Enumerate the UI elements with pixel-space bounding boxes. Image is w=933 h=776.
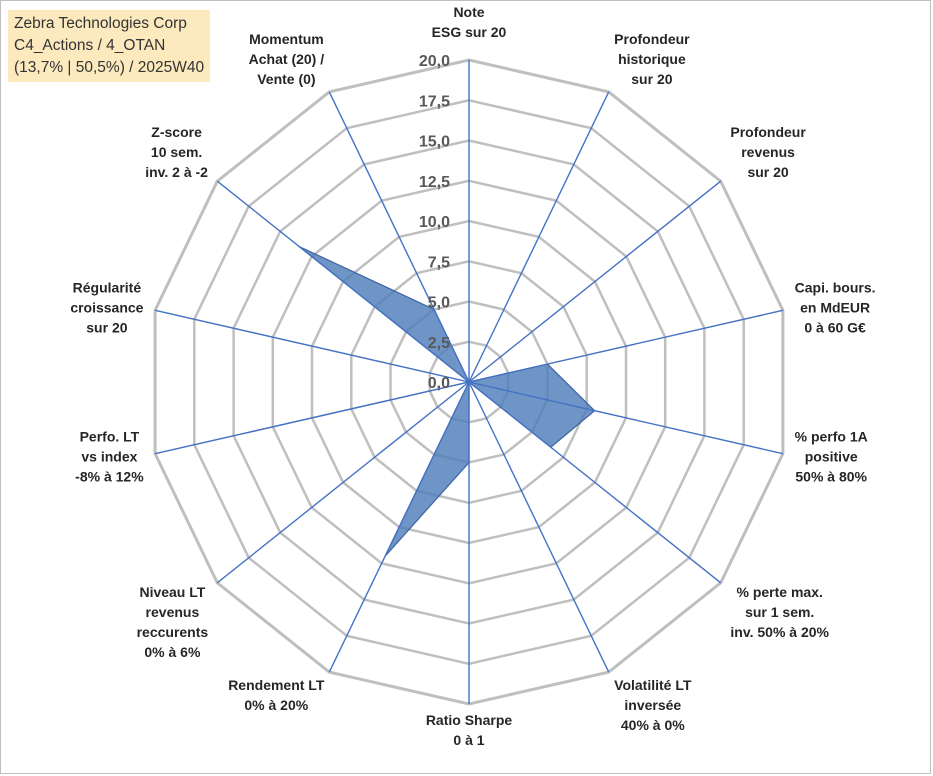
axis-label-line: 40% à 0% — [621, 717, 685, 733]
axis-label-line: -8% à 12% — [75, 468, 144, 484]
axis-label-line: ESG sur 20 — [432, 24, 507, 40]
axis-labels: Note ESG sur 20 Profondeur historique sur 20… — [70, 4, 875, 748]
axis-label-line: % perfo 1A — [795, 428, 868, 444]
axis-spoke — [468, 180, 722, 383]
axis-label-line: % perte max. — [737, 584, 823, 600]
axis-label-line: Rendement LT — [228, 677, 325, 693]
axis-spoke — [216, 180, 470, 383]
chart-title-box: Zebra Technologies Corp C4_Actions / 4_O… — [8, 10, 211, 82]
axis-label: Perfo. LT vs index -8% à 12% — [75, 428, 144, 484]
axis-spoke — [154, 381, 470, 455]
axis-label-line: 0% à 20% — [244, 697, 308, 713]
axis-label: Volatilité LT inversée 40% à 0% — [614, 677, 692, 733]
axis-spoke — [154, 309, 470, 383]
axis-label: Capi. bours. en MdEUR 0 à 60 G€ — [795, 280, 876, 336]
axis-spoke — [216, 381, 470, 584]
chart-title: Zebra Technologies Corp — [14, 15, 187, 32]
axis-label-line: sur 1 sem. — [745, 604, 814, 620]
axis-label-line: sur 20 — [86, 320, 127, 336]
axis-label-line: Momentum — [249, 31, 324, 47]
axis-label-line: Volatilité LT — [614, 677, 692, 693]
axis-spoke — [328, 91, 470, 383]
series-layer — [249, 245, 596, 557]
tick-label: 2,5 — [428, 335, 450, 352]
axis-label-line: Perfo. LT — [80, 428, 140, 444]
axis-label: Ratio Sharpe 0 à 1 — [426, 712, 513, 748]
axis-spoke — [328, 381, 470, 673]
axis-label-line: en MdEUR — [800, 300, 870, 316]
axis-spoke — [468, 381, 610, 673]
tick-labels: 0,0 2,5 5,0 7,5 10,0 12,5 15,0 17,5 20,0 — [419, 53, 450, 392]
axis-label: % perte max. sur 1 sem. inv. 50% à 20% — [730, 584, 829, 640]
axis-spoke — [468, 381, 722, 584]
axis-label-line: Capi. bours. — [795, 280, 876, 296]
axis-label-line: inversée — [624, 697, 681, 713]
axis-label-line: Vente (0) — [257, 71, 315, 87]
axis-label: Niveau LT revenus reccurents 0% à 6% — [137, 584, 209, 660]
tick-label: 0,0 — [428, 375, 450, 392]
axis-label-line: Profondeur — [730, 124, 806, 140]
tick-label: 10,0 — [419, 214, 450, 231]
axis-label-line: inv. 50% à 20% — [730, 624, 829, 640]
tick-label: 12,5 — [419, 174, 450, 191]
axis-label-line: positive — [805, 448, 858, 464]
axis-label: % perfo 1A positive 50% à 80% — [795, 428, 868, 484]
axis-label-line: Ratio Sharpe — [426, 712, 513, 728]
axis-label-line: Niveau LT — [139, 584, 205, 600]
axis-label-line: Z-score — [151, 124, 202, 140]
axis-spoke — [468, 91, 610, 383]
axis-label-line: Note — [453, 4, 484, 20]
axis-label-line: historique — [618, 51, 686, 67]
tick-label: 5,0 — [428, 295, 450, 312]
axis-label-line: revenus — [146, 604, 200, 620]
axis-label-line: vs index — [81, 448, 137, 464]
axis-label-line: sur 20 — [631, 71, 672, 87]
axis-label: Régularité croissance sur 20 — [70, 280, 143, 336]
axis-label: Rendement LT 0% à 20% — [228, 677, 325, 713]
tick-label: 20,0 — [419, 53, 450, 70]
axis-label-line: inv. 2 à -2 — [145, 164, 208, 180]
axis-spoke — [468, 309, 784, 383]
axis-label-line: 50% à 80% — [795, 468, 867, 484]
axis-label-line: 0 à 1 — [453, 732, 484, 748]
axis-spoke — [468, 381, 784, 455]
spoke-layer — [154, 60, 784, 704]
axis-label-line: sur 20 — [747, 164, 788, 180]
axis-label: Profondeur revenus sur 20 — [730, 124, 806, 180]
axis-label-line: 0 à 60 G€ — [804, 320, 866, 336]
axis-label-line: Profondeur — [614, 31, 690, 47]
axis-label-line: 0% à 6% — [144, 644, 201, 660]
axis-label-line: Achat (20) / — [249, 51, 325, 67]
axis-label-line: Régularité — [73, 280, 142, 296]
axis-label: Momentum Achat (20) / Vente (0) — [249, 31, 325, 87]
tick-label: 7,5 — [428, 254, 450, 271]
axis-label-line: croissance — [70, 300, 143, 316]
axis-label-line: reccurents — [137, 624, 209, 640]
chart-subtitle-stats: (13,7% | 50,5%) / 2025W40 — [14, 59, 205, 76]
axis-label: Z-score 10 sem. inv. 2 à -2 — [145, 124, 208, 180]
axis-label: Note ESG sur 20 — [432, 4, 507, 40]
tick-label: 15,0 — [419, 134, 450, 151]
chart-subtitle-category: C4_Actions / 4_OTAN — [14, 37, 166, 54]
axis-label: Profondeur historique sur 20 — [614, 31, 690, 87]
axis-label-line: revenus — [741, 144, 795, 160]
series-area-0 — [249, 245, 596, 557]
axis-label-line: 10 sem. — [151, 144, 202, 160]
tick-label: 17,5 — [419, 93, 450, 110]
